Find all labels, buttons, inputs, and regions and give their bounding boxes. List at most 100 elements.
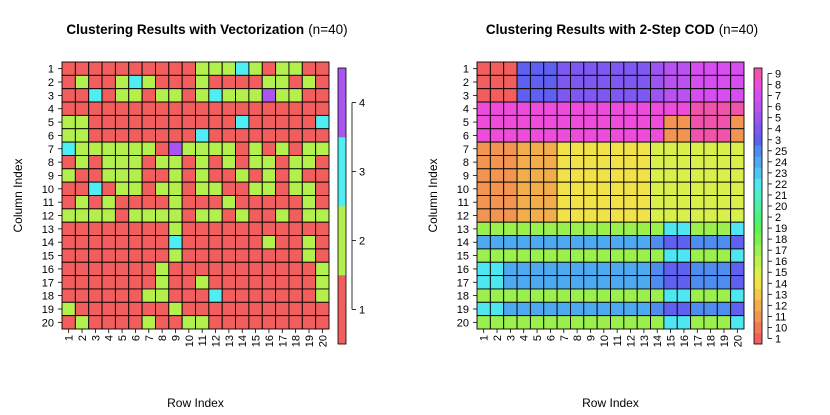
- heatmap-cell: [101, 301, 116, 317]
- heatmap-cell: [623, 181, 638, 196]
- legend-swatch: [754, 68, 762, 80]
- chart-title-main: Clustering Results with Vectorization: [66, 22, 304, 37]
- heatmap-cell: [61, 141, 76, 156]
- heatmap-cell: [261, 275, 277, 290]
- heatmap-cell: [730, 208, 745, 223]
- heatmap-cell: [503, 154, 518, 170]
- y-tick-label: 3: [463, 90, 469, 102]
- heatmap-cell: [114, 221, 130, 236]
- heatmap-cell: [516, 61, 531, 76]
- legend-swatch: [754, 332, 762, 345]
- heatmap-cell: [556, 195, 571, 210]
- heatmap-cell: [88, 128, 103, 143]
- heatmap-cell: [181, 88, 196, 103]
- heatmap-cell: [570, 88, 585, 103]
- heatmap-cell: [556, 168, 571, 183]
- heatmap-cell: [181, 154, 196, 170]
- legend-label: 22: [775, 179, 787, 191]
- heatmap-cell: [676, 235, 692, 250]
- heatmap-cell: [208, 154, 223, 170]
- heatmap-cell: [114, 128, 130, 143]
- heatmap-cell: [141, 154, 156, 170]
- legend-swatch: [754, 112, 762, 124]
- legend-label: 4: [775, 124, 781, 136]
- heatmap-cell: [690, 141, 705, 156]
- heatmap-cell: [516, 181, 531, 196]
- heatmap-cell: [275, 261, 290, 277]
- heatmap-cell: [114, 88, 130, 103]
- heatmap-cell: [168, 101, 183, 116]
- heatmap-cell: [301, 114, 317, 130]
- legend-label: 12: [775, 300, 787, 312]
- x-axis-title: Row Index: [582, 396, 639, 410]
- y-tick-label: 11: [43, 197, 54, 209]
- heatmap-cell: [676, 128, 692, 143]
- heatmap-cell: [476, 195, 491, 210]
- heatmap-cell: [596, 275, 611, 290]
- heatmap-cell: [543, 141, 558, 156]
- heatmap-cell: [275, 248, 290, 263]
- heatmap-cell: [154, 235, 170, 250]
- heatmap-cell: [703, 275, 718, 290]
- legend-label: 3: [775, 135, 781, 147]
- heatmap-cell: [489, 261, 505, 277]
- heatmap-cell: [570, 141, 585, 156]
- heatmap-cell: [248, 315, 263, 330]
- heatmap-cell: [221, 235, 236, 250]
- heatmap-cell: [596, 235, 611, 250]
- heatmap-cell: [623, 114, 638, 130]
- heatmap-cell: [596, 261, 611, 277]
- heatmap-cell: [570, 181, 585, 196]
- heatmap-cell: [730, 61, 745, 76]
- heatmap-cell: [235, 181, 250, 196]
- heatmap-cell: [543, 248, 558, 263]
- heatmap-cell: [556, 181, 571, 196]
- heatmap-cell: [261, 288, 277, 303]
- heatmap-cell: [114, 168, 130, 183]
- heatmap-cell: [74, 168, 90, 183]
- heatmap-cell: [181, 114, 196, 130]
- heatmap-cell: [248, 181, 263, 196]
- heatmap-cell: [288, 248, 303, 263]
- heatmap-cell: [208, 288, 223, 303]
- heatmap-cell: [168, 235, 183, 250]
- heatmap-cell: [529, 315, 545, 330]
- heatmap-cell: [315, 261, 330, 277]
- heatmap-cell: [261, 315, 277, 330]
- x-tick-label: 14: [237, 335, 249, 347]
- y-tick-label: 8: [463, 157, 469, 169]
- heatmap-cell: [476, 235, 491, 250]
- heatmap-cell: [489, 101, 505, 116]
- heatmap-cell: [195, 275, 210, 290]
- heatmap-cell: [61, 288, 76, 303]
- heatmap-cell: [690, 154, 705, 170]
- heatmap-cell: [516, 88, 531, 103]
- heatmap-cell: [141, 168, 156, 183]
- heatmap-cell: [676, 61, 692, 76]
- heatmap-cell: [221, 168, 236, 183]
- heatmap-cell: [208, 248, 223, 263]
- heatmap-cell: [181, 301, 196, 317]
- heatmap-cell: [74, 181, 90, 196]
- x-tick-label: 9: [585, 335, 597, 341]
- legend-colorbar: 1 2 3 4: [337, 67, 365, 345]
- heatmap-cell: [690, 288, 705, 303]
- heatmap-cell: [516, 114, 531, 130]
- y-tick-label: 2: [463, 77, 469, 89]
- heatmap-cell: [703, 61, 718, 76]
- heatmap-cell: [650, 195, 665, 210]
- heatmap-cell: [610, 248, 625, 263]
- heatmap-cell: [88, 61, 103, 76]
- heatmap-cell: [168, 141, 183, 156]
- heatmap-cell: [221, 248, 236, 263]
- heatmap-cell: [101, 88, 116, 103]
- heatmap-cell: [74, 288, 90, 303]
- heatmap-cell: [596, 288, 611, 303]
- heatmap-cell: [88, 114, 103, 130]
- heatmap-cell: [301, 128, 317, 143]
- heatmap-cell: [610, 61, 625, 76]
- legend-label: 21: [775, 190, 787, 202]
- heatmap-cell: [114, 248, 130, 263]
- x-tick-label: 18: [706, 335, 718, 347]
- heatmap-cell: [543, 288, 558, 303]
